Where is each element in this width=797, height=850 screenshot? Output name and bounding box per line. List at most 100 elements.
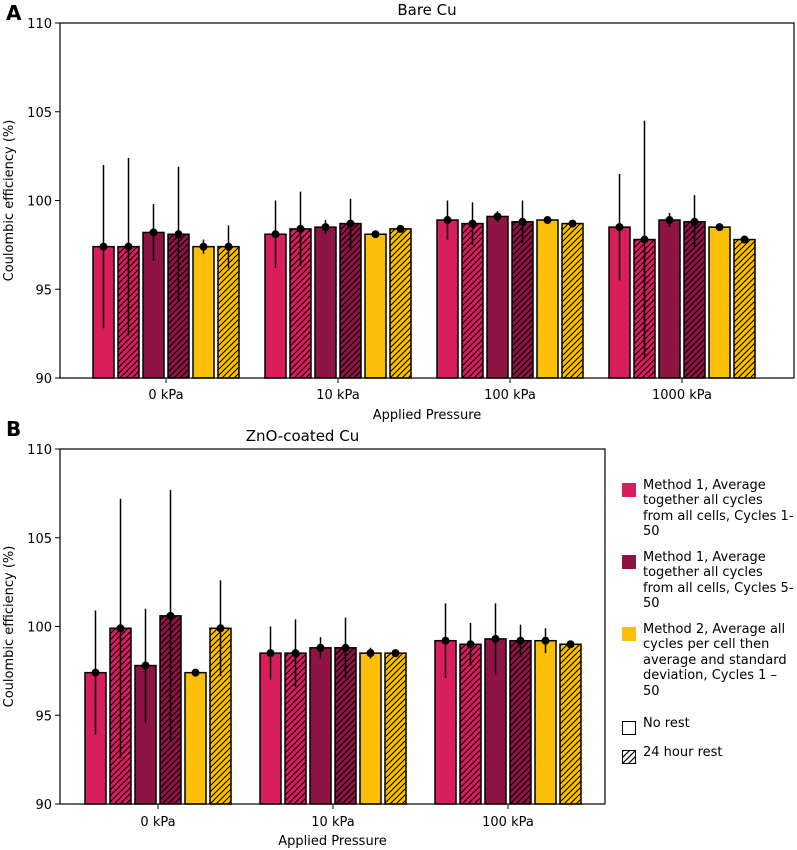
y-tick-label-95: 95 <box>35 283 52 298</box>
bar-100-kpa-method-1-cycles-5-50-24-hour-rest-hatch <box>512 221 533 378</box>
bar-10-kpa-method-1-cycles-1-50-24-hour-rest-hatch <box>290 228 311 378</box>
y-tick-label-110: 110 <box>27 443 52 458</box>
bar-10-kpa-method-1-cycles-5-50-no-rest <box>310 647 331 804</box>
bar-0-kpa-method-1-cycles-1-50-no-rest <box>85 672 106 804</box>
panel-label: B <box>6 417 21 441</box>
bar-1000-kpa-method-2-cycles-1-50-no-rest <box>709 227 730 378</box>
bar-0-kpa-method-2-cycles-1-50-24-hour-rest-hatch <box>210 628 231 804</box>
point-100-kpa-method-1-cycles-5-50-24-hour-rest <box>518 217 527 226</box>
bar-100-kpa-method-1-cycles-5-50-no-rest <box>485 638 506 804</box>
point-1000-kpa-method-1-cycles-1-50-no-rest <box>615 223 624 232</box>
point-100-kpa-method-2-cycles-1-50-no-rest <box>541 636 550 645</box>
y-tick-label-95: 95 <box>35 709 52 724</box>
bar-0-kpa-method-1-cycles-5-50-24-hour-rest-hatch <box>168 234 189 378</box>
legend-label-method1-cycles1-50: Method 1, Average together all cycles fr… <box>643 478 794 540</box>
bar-10-kpa-method-2-cycles-1-50-no-rest <box>365 234 386 378</box>
y-tick-label-100: 100 <box>27 195 52 210</box>
point-10-kpa-method-1-cycles-1-50-no-rest <box>271 230 280 239</box>
bar-100-kpa-method-2-cycles-1-50-no-rest <box>537 220 558 378</box>
point-10-kpa-method-1-cycles-1-50-24-hour-rest <box>296 224 305 233</box>
point-100-kpa-method-2-cycles-1-50-no-rest <box>543 216 552 225</box>
point-0-kpa-method-1-cycles-5-50-24-hour-rest <box>166 611 175 620</box>
x-tick-label-100-kpa: 100 kPa <box>482 815 534 830</box>
bar-1000-kpa-method-2-cycles-1-50-24-hour-rest-hatch <box>734 239 755 378</box>
legend-swatch-no-rest <box>622 721 636 735</box>
legend-swatch-24-hour-rest <box>622 750 636 765</box>
y-axis-label: Coulombic efficiency (%) <box>2 546 17 708</box>
y-tick-label-100: 100 <box>27 621 52 636</box>
bar-1000-kpa-method-1-cycles-5-50-24-hour-rest-hatch <box>684 221 705 378</box>
legend-item-method2: Method 2, Average all cycles per cell th… <box>622 622 797 700</box>
bar-100-kpa-method-1-cycles-5-50-no-rest <box>487 216 508 378</box>
chart-title: ZnO-coated Cu <box>246 427 359 445</box>
bar-10-kpa-method-2-cycles-1-50-24-hour-rest-hatch <box>385 653 406 804</box>
y-tick-label-105: 105 <box>27 532 52 547</box>
point-0-kpa-method-2-cycles-1-50-24-hour-rest <box>224 242 233 251</box>
point-10-kpa-method-1-cycles-5-50-24-hour-rest <box>346 219 355 228</box>
bar-0-kpa-method-2-cycles-1-50-24-hour-rest-hatch <box>218 246 239 378</box>
point-0-kpa-method-1-cycles-1-50-24-hour-rest <box>116 624 125 633</box>
point-100-kpa-method-2-cycles-1-50-24-hour-rest <box>568 219 577 228</box>
bar-100-kpa-method-1-cycles-1-50-no-rest <box>437 220 458 378</box>
point-10-kpa-method-1-cycles-5-50-no-rest <box>316 643 325 652</box>
point-1000-kpa-method-1-cycles-1-50-24-hour-rest <box>640 235 649 244</box>
point-10-kpa-method-1-cycles-1-50-24-hour-rest <box>291 649 300 658</box>
point-100-kpa-method-1-cycles-1-50-24-hour-rest <box>466 640 475 649</box>
x-tick-label-0-kpa: 0 kPa <box>148 388 183 403</box>
point-100-kpa-method-1-cycles-1-50-24-hour-rest <box>468 219 477 228</box>
legend-item-method1-cycles1-50: Method 1, Average together all cycles fr… <box>622 478 797 540</box>
point-100-kpa-method-1-cycles-5-50-no-rest <box>491 634 500 643</box>
point-10-kpa-method-2-cycles-1-50-no-rest <box>371 230 380 239</box>
legend-item-24-hour-rest: 24 hour rest <box>622 745 797 765</box>
bar-10-kpa-method-1-cycles-5-50-no-rest <box>315 227 336 378</box>
y-axis-label: Coulombic efficiency (%) <box>2 120 17 282</box>
legend-label-24-hour-rest: 24 hour rest <box>643 745 723 761</box>
point-100-kpa-method-1-cycles-1-50-no-rest <box>441 636 450 645</box>
bar-1000-kpa-method-1-cycles-5-50-no-rest <box>659 220 680 378</box>
y-tick-label-90: 90 <box>35 798 52 813</box>
bar-10-kpa-method-1-cycles-1-50-24-hour-rest-hatch <box>285 653 306 804</box>
legend-label-method1-cycles5-50: Method 1, Average together all cycles fr… <box>643 550 794 612</box>
panel-a-bare-cu: A Bare Cu 90 95 100 105 110 0 kPa 10 kPa 100 kPa 1… <box>2 1 795 423</box>
bar-100-kpa-method-2-cycles-1-50-24-hour-rest-hatch <box>562 223 583 378</box>
point-0-kpa-method-1-cycles-5-50-no-rest <box>149 228 158 237</box>
bar-0-kpa-method-2-cycles-1-50-no-rest <box>185 672 206 804</box>
bar-0-kpa-method-2-cycles-1-50-no-rest <box>193 246 214 378</box>
point-0-kpa-method-2-cycles-1-50-24-hour-rest <box>216 624 225 633</box>
point-100-kpa-method-1-cycles-5-50-24-hour-rest <box>516 636 525 645</box>
point-1000-kpa-method-1-cycles-5-50-no-rest <box>665 216 674 225</box>
legend-label-method2: Method 2, Average all cycles per cell th… <box>643 622 787 699</box>
point-0-kpa-method-2-cycles-1-50-no-rest <box>199 242 208 251</box>
bar-0-kpa-method-1-cycles-5-50-no-rest <box>135 665 156 804</box>
bar-0-kpa-method-1-cycles-5-50-no-rest <box>143 232 164 378</box>
point-1000-kpa-method-1-cycles-5-50-24-hour-rest <box>690 217 699 226</box>
legend: Method 1, Average together all cycles fr… <box>622 478 797 765</box>
bar-100-kpa-method-1-cycles-1-50-24-hour-rest-hatch <box>462 223 483 378</box>
legend-swatch-method1-cycles5-50 <box>622 555 636 569</box>
legend-label-no-rest: No rest <box>643 716 690 731</box>
point-0-kpa-method-1-cycles-1-50-no-rest <box>99 242 108 251</box>
bar-10-kpa-method-1-cycles-1-50-no-rest <box>265 234 286 378</box>
bar-100-kpa-method-2-cycles-1-50-no-rest <box>535 640 556 804</box>
y-tick-label-90: 90 <box>35 372 52 387</box>
point-10-kpa-method-1-cycles-5-50-24-hour-rest <box>341 643 350 652</box>
x-tick-label-10-kpa: 10 kPa <box>316 388 359 403</box>
point-10-kpa-method-2-cycles-1-50-24-hour-rest <box>391 649 400 658</box>
x-tick-label-1000-kpa: 1000 kPa <box>652 388 712 403</box>
point-100-kpa-method-1-cycles-5-50-no-rest <box>493 212 502 221</box>
bar-1000-kpa-method-1-cycles-1-50-no-rest <box>609 227 630 378</box>
chart-title: Bare Cu <box>397 1 456 19</box>
legend-swatch-method2 <box>622 627 636 641</box>
legend-item-no-rest: No rest <box>622 716 797 735</box>
bar-10-kpa-method-2-cycles-1-50-24-hour-rest-hatch <box>390 228 411 378</box>
bar-100-kpa-method-1-cycles-5-50-24-hour-rest-hatch <box>510 640 531 804</box>
point-0-kpa-method-1-cycles-1-50-24-hour-rest <box>124 242 133 251</box>
bar-100-kpa-method-1-cycles-1-50-no-rest <box>435 640 456 804</box>
x-axis-label: Applied Pressure <box>278 834 387 849</box>
point-100-kpa-method-1-cycles-1-50-no-rest <box>443 216 452 225</box>
point-10-kpa-method-2-cycles-1-50-24-hour-rest <box>396 224 405 233</box>
point-1000-kpa-method-2-cycles-1-50-no-rest <box>715 223 724 232</box>
x-tick-label-100-kpa: 100 kPa <box>484 388 536 403</box>
point-0-kpa-method-1-cycles-5-50-no-rest <box>141 661 150 670</box>
x-tick-label-0-kpa: 0 kPa <box>140 815 175 830</box>
